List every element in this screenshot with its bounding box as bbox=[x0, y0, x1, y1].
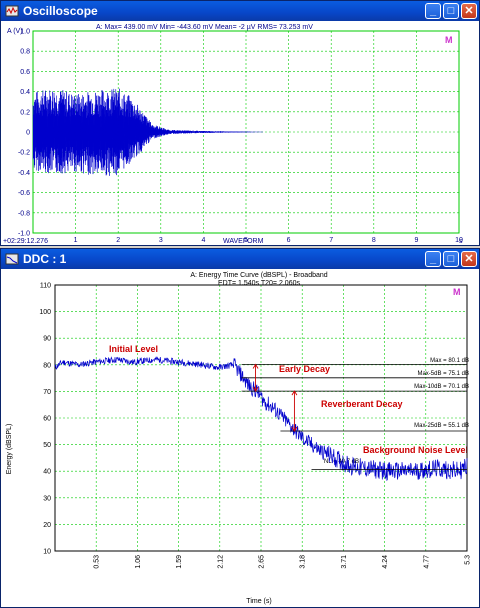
x-tick-label: 1 bbox=[74, 237, 78, 244]
marker-icon: M bbox=[453, 287, 461, 297]
app-icon bbox=[5, 5, 19, 17]
x-tick-label: 0.53 bbox=[94, 555, 101, 569]
y-tick-label: -0.2 bbox=[18, 150, 30, 157]
early-decay-arrow bbox=[252, 363, 259, 392]
y-tick-label: 10 bbox=[43, 549, 51, 556]
y-tick-label: -0.6 bbox=[18, 190, 30, 197]
y-tick-label: 90 bbox=[43, 336, 51, 343]
y-axis-label: A (V) bbox=[7, 28, 23, 35]
x-axis-label: WAVEFORM bbox=[223, 238, 264, 245]
y-axis-label: Energy (dBSPL) bbox=[6, 424, 13, 475]
x-tick-label: 5.3 bbox=[465, 555, 472, 565]
x-tick-label: 10 bbox=[455, 237, 463, 244]
plot-border bbox=[54, 284, 468, 552]
y-tick-label: 110 bbox=[40, 283, 51, 290]
ddc-titlebar[interactable]: DDC : 1 _ □ ✕ bbox=[1, 249, 479, 269]
maximize-button[interactable]: □ bbox=[443, 251, 459, 267]
x-tick-label: 4.24 bbox=[382, 555, 389, 569]
x-tick-label: 1.59 bbox=[176, 555, 183, 569]
oscilloscope-plot: A: Max= 439.00 mV Min= -443.60 mV Mean= … bbox=[3, 24, 463, 245]
x-tick-label: 1.06 bbox=[135, 555, 142, 569]
y-tick-label: -0.8 bbox=[18, 210, 30, 217]
x-tick-label: 2.12 bbox=[217, 555, 224, 569]
y-tick-label: 80 bbox=[43, 362, 51, 369]
x-axis-label: Time (s) bbox=[246, 598, 271, 605]
app-icon bbox=[5, 253, 19, 265]
arrow-head-up bbox=[252, 363, 259, 369]
annotation-early-decay: Early Decay bbox=[279, 364, 330, 374]
x-tick-label: 6 bbox=[287, 237, 291, 244]
arrow-head-up bbox=[291, 390, 298, 396]
y-tick-label: 0 bbox=[26, 130, 30, 137]
waveform-trace bbox=[32, 88, 263, 176]
x-tick-label: 3.18 bbox=[300, 555, 307, 569]
reverberant-decay-arrow bbox=[291, 390, 298, 432]
chart-subtitle: EDT= 1.540s T20= 2.060s bbox=[218, 280, 300, 287]
y-tick-label: 60 bbox=[43, 416, 51, 423]
close-button[interactable]: ✕ bbox=[461, 251, 477, 267]
window-title: Oscilloscope bbox=[23, 4, 98, 18]
y-tick-label: 40 bbox=[43, 469, 51, 476]
level-max-10db: Max-10dB = 70.1 dB bbox=[414, 384, 469, 390]
y-tick-label: 0.2 bbox=[20, 109, 30, 116]
level-max: Max = 80.1 dB bbox=[430, 358, 469, 364]
annotation-reverberant-decay: Reverberant Decay bbox=[321, 399, 403, 409]
minimize-button[interactable]: _ bbox=[425, 3, 441, 19]
y-tick-label: 70 bbox=[43, 389, 51, 396]
x-tick-label: 3.71 bbox=[341, 555, 348, 569]
y-tick-label: 1.0 bbox=[20, 29, 30, 36]
timestamp: +02:29:12.276 bbox=[3, 238, 48, 245]
ddc-window: DDC : 1 _ □ ✕ A: Energy Time Curve (dBSP… bbox=[0, 248, 480, 608]
x-tick-label: 8 bbox=[372, 237, 376, 244]
level-max-5db: Max-5dB = 75.1 dB bbox=[417, 371, 469, 377]
y-tick-label: 0.6 bbox=[20, 69, 30, 76]
chart-title: A: Energy Time Curve (dBSPL) - Broadband bbox=[190, 272, 327, 279]
window-title: DDC : 1 bbox=[23, 252, 67, 266]
level-max-25db: Max-25dB = 55.1 dB bbox=[414, 423, 469, 429]
y-tick-label: 100 bbox=[39, 309, 51, 316]
arrow-head-down bbox=[291, 426, 298, 432]
oscilloscope-window: Oscilloscope _ □ ✕ A: Max= 439.00 mV Min… bbox=[0, 0, 480, 246]
grid bbox=[55, 284, 468, 552]
annotation-background-noise: Background Noise Level bbox=[363, 445, 468, 455]
y-tick-label: -0.4 bbox=[18, 170, 30, 177]
annotation-initial-level: Initial Level bbox=[109, 344, 158, 354]
y-tick-label: 50 bbox=[43, 442, 51, 449]
x-tick-label: 7 bbox=[329, 237, 333, 244]
y-tick-label: 20 bbox=[43, 522, 51, 529]
x-tick-label: 9 bbox=[414, 237, 418, 244]
arrow-head-down bbox=[252, 386, 259, 392]
minimize-button[interactable]: _ bbox=[425, 251, 441, 267]
energy-time-curve-plot: A: Energy Time Curve (dBSPL) - Broadband… bbox=[6, 272, 472, 605]
x-tick-label: 2.65 bbox=[259, 555, 266, 569]
y-tick-label: 30 bbox=[43, 495, 51, 502]
x-unit: s bbox=[459, 238, 463, 245]
x-tick-label: 4 bbox=[201, 237, 205, 244]
oscilloscope-titlebar[interactable]: Oscilloscope _ □ ✕ bbox=[1, 1, 479, 21]
close-button[interactable]: ✕ bbox=[461, 3, 477, 19]
x-tick-label: 3 bbox=[159, 237, 163, 244]
plot-header: A: Max= 439.00 mV Min= -443.60 mV Mean= … bbox=[96, 24, 313, 31]
x-tick-label: 2 bbox=[116, 237, 120, 244]
marker-icon: M bbox=[445, 35, 453, 45]
y-tick-label: 0.8 bbox=[20, 49, 30, 56]
y-tick-label: -1.0 bbox=[18, 231, 30, 238]
maximize-button[interactable]: □ bbox=[443, 3, 459, 19]
y-tick-label: 0.4 bbox=[20, 89, 30, 96]
x-tick-label: 4.77 bbox=[423, 555, 430, 569]
x-tick-label: 5 bbox=[244, 237, 248, 244]
